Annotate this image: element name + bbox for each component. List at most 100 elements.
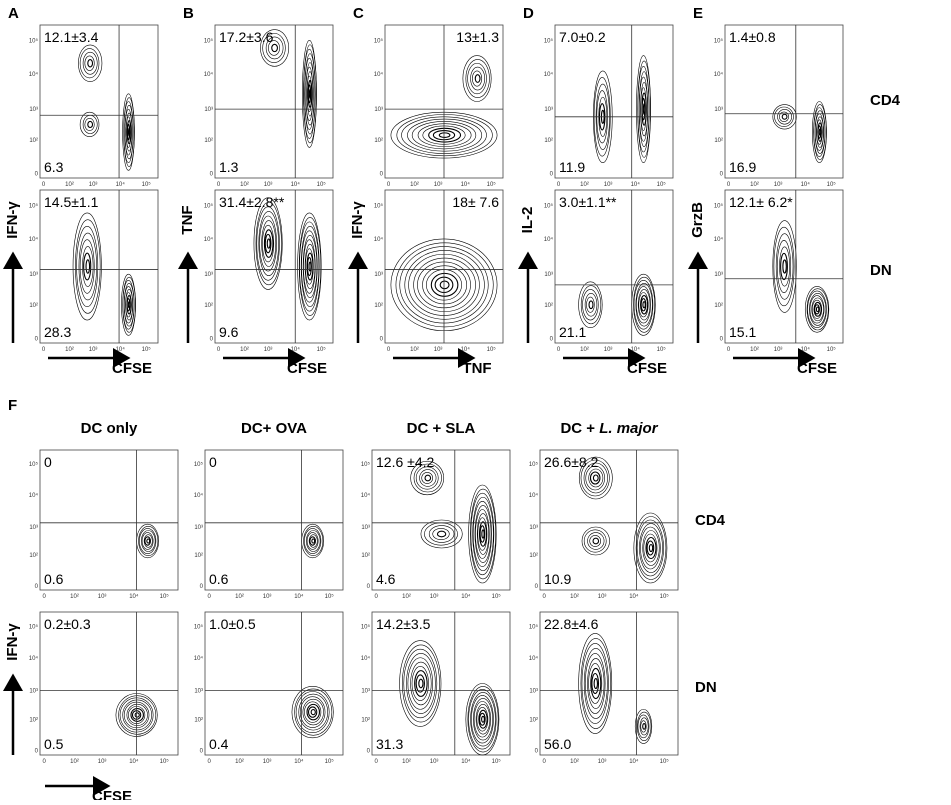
x-tick-label: 10⁵ — [660, 593, 670, 600]
x-tick-label: 10³ — [89, 347, 98, 353]
contour — [638, 292, 649, 318]
y-tick-label: 10⁴ — [544, 71, 554, 78]
contour — [418, 678, 424, 689]
x-tick-label: 10⁴ — [801, 346, 811, 353]
x-tick-label: 10⁴ — [294, 593, 304, 600]
y-tick-label: 10⁴ — [374, 71, 384, 78]
contour — [406, 653, 436, 714]
x-tick-label: 0 — [207, 594, 211, 600]
x-axis-label: CFSE — [627, 360, 667, 377]
contour — [395, 242, 494, 328]
contour — [295, 691, 330, 733]
column-title-text: DC + — [560, 420, 599, 437]
contour — [467, 686, 499, 753]
quadrant-value: 0.5 — [44, 736, 64, 752]
quadrant-value: 16.9 — [729, 159, 756, 175]
contour — [778, 111, 790, 122]
contour — [578, 456, 613, 500]
y-tick-label: 0 — [35, 584, 39, 590]
x-tick-label: 0 — [387, 182, 391, 188]
y-tick-label: 10³ — [529, 689, 538, 695]
contour — [305, 248, 314, 285]
contour — [310, 708, 316, 716]
contour — [122, 93, 135, 171]
y-tick-label: 10² — [29, 138, 38, 144]
y-tick-label: 10³ — [374, 107, 383, 113]
y-tick-label: 10² — [714, 138, 723, 144]
contour — [585, 465, 605, 491]
x-tick-label: 0 — [374, 759, 378, 765]
x-tick-label: 10³ — [263, 759, 272, 765]
contour — [775, 233, 794, 300]
y-tick-label: 10² — [529, 553, 538, 559]
contour — [462, 55, 492, 102]
contour — [396, 114, 493, 157]
y-tick-label: 0 — [367, 584, 371, 590]
quadrant-value: 0.6 — [44, 571, 64, 587]
contour — [586, 296, 595, 313]
quadrant-value: 0.4 — [209, 736, 229, 752]
contour — [782, 259, 787, 274]
contour — [144, 536, 151, 546]
contour — [809, 295, 825, 324]
contour — [465, 59, 490, 98]
plot-frame — [214, 24, 334, 179]
column-title-text: DC only — [81, 420, 138, 437]
y-tick-label: 10² — [374, 303, 383, 309]
quadrant-value: 1.3 — [219, 159, 239, 175]
y-tick-label: 10³ — [29, 525, 38, 531]
contour — [592, 537, 600, 545]
contour — [635, 516, 667, 580]
contour — [258, 211, 279, 276]
contour — [118, 695, 157, 735]
contour — [467, 62, 487, 95]
contour — [134, 712, 140, 718]
contour — [294, 688, 333, 736]
contour — [78, 232, 97, 301]
y-tick-label: 10⁴ — [714, 71, 724, 78]
quadrant-value: 0.6 — [209, 571, 229, 587]
y-tick-label: 10³ — [529, 525, 538, 531]
y-tick-label: 10⁵ — [714, 37, 724, 44]
contour — [291, 686, 334, 739]
contour — [587, 532, 605, 550]
contour — [146, 538, 151, 544]
y-tick-label: 10² — [29, 717, 38, 723]
contour — [311, 538, 316, 544]
contour — [804, 286, 830, 333]
y-axis-label: GrzB — [689, 202, 706, 238]
x-tick-label: 10⁴ — [294, 758, 304, 765]
x-tick-label: 10⁵ — [657, 181, 667, 188]
y-tick-label: 0 — [210, 171, 214, 177]
contour — [306, 252, 314, 281]
x-tick-label: 10⁵ — [487, 346, 497, 353]
plot-frame — [371, 611, 511, 756]
contour — [83, 252, 92, 281]
x-tick-label: 10⁴ — [629, 758, 639, 765]
y-tick-label: 0 — [367, 749, 371, 755]
contour — [633, 276, 656, 333]
x-tick-label: 10² — [70, 594, 79, 600]
x-tick-label: 10³ — [98, 759, 107, 765]
contour — [468, 689, 497, 750]
x-tick-label: 10⁴ — [801, 181, 811, 188]
y-axis-label: IFN-γ — [4, 623, 21, 661]
contour — [580, 638, 612, 729]
contour — [439, 280, 450, 290]
x-tick-label: 0 — [387, 347, 391, 353]
contour — [401, 644, 440, 723]
quadrant-value: 31.4±2.8** — [219, 194, 285, 210]
contour — [141, 530, 156, 552]
x-tick-label: 10² — [570, 594, 579, 600]
contour — [407, 118, 483, 152]
y-tick-label: 10⁵ — [29, 37, 39, 44]
quadrant-value: 1.0±0.5 — [209, 616, 256, 632]
x-tick-label: 10² — [580, 347, 589, 353]
row-label: CD4 — [870, 92, 901, 109]
contour — [470, 692, 496, 747]
x-tick-label: 0 — [727, 182, 731, 188]
plot-frame — [724, 189, 844, 344]
contour — [306, 530, 321, 552]
contour — [474, 74, 481, 83]
contour — [640, 298, 647, 312]
